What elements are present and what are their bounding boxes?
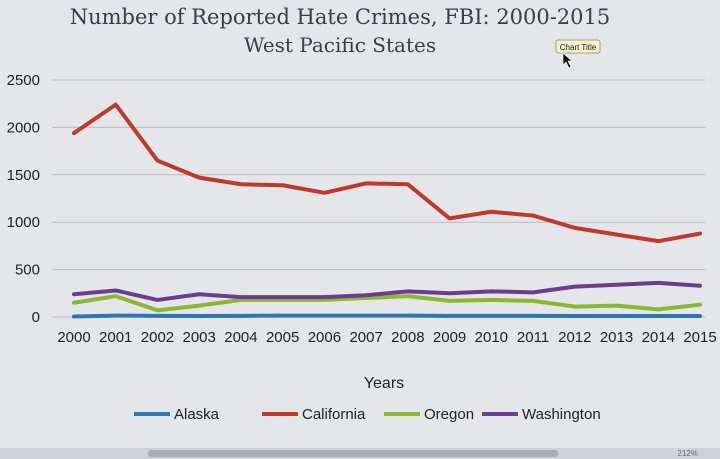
x-tick-label: 2005 bbox=[266, 329, 299, 346]
x-axis-ticks: 2000 2001 2002 2003 2004 2005 2006 2007 2008 2009… bbox=[57, 329, 716, 346]
legend: Alaska California Oregon Washington bbox=[134, 406, 601, 423]
y-tick-label: 1500 bbox=[7, 167, 40, 184]
legend-label: Oregon bbox=[424, 406, 474, 423]
tooltip-label: Chart Title bbox=[560, 43, 597, 52]
x-tick-label: 2006 bbox=[308, 329, 341, 346]
mouse-cursor-icon bbox=[562, 52, 573, 69]
x-tick-label: 2004 bbox=[224, 329, 257, 346]
y-tick-label: 2500 bbox=[7, 72, 40, 89]
gridlines bbox=[52, 79, 705, 318]
y-tick-label: 1000 bbox=[7, 214, 40, 231]
zoom-level: 212% bbox=[677, 449, 698, 458]
x-tick-label: 2009 bbox=[433, 329, 466, 346]
y-axis-ticks: 0 500 1000 1500 2000 2500 bbox=[7, 72, 40, 326]
y-tick-label: 500 bbox=[15, 262, 40, 279]
series-line-oregon bbox=[72, 294, 702, 313]
series-lines bbox=[72, 102, 702, 319]
x-tick-label: 2011 bbox=[517, 329, 549, 346]
scrollbar-thumb[interactable] bbox=[148, 450, 558, 457]
x-tick-label: 2013 bbox=[600, 329, 633, 346]
x-axis-title: Years bbox=[364, 375, 404, 392]
x-tick-label: 2000 bbox=[57, 329, 90, 346]
x-tick-label: 2015 bbox=[683, 329, 716, 346]
x-tick-label: 2012 bbox=[558, 329, 591, 346]
x-tick-label: 2008 bbox=[391, 329, 424, 346]
legend-label: Alaska bbox=[174, 406, 220, 423]
chart-title: Number of Reported Hate Crimes, FBI: 200… bbox=[70, 5, 611, 29]
x-tick-label: 2007 bbox=[349, 329, 382, 346]
chart-title-tooltip: Chart Title bbox=[555, 39, 601, 69]
y-tick-label: 2000 bbox=[7, 119, 40, 136]
x-tick-label: 2003 bbox=[183, 329, 216, 346]
x-tick-label: 2001 bbox=[99, 329, 132, 346]
series-line-california bbox=[72, 102, 702, 244]
tooltip-box bbox=[555, 39, 601, 54]
chart-subtitle: West Pacific States bbox=[244, 33, 436, 57]
legend-label: California bbox=[302, 406, 366, 423]
series-line-alaska bbox=[72, 313, 702, 319]
series-line-washington bbox=[72, 280, 702, 302]
x-tick-label: 2010 bbox=[475, 329, 508, 346]
legend-label: Washington bbox=[522, 406, 601, 423]
x-tick-label: 2002 bbox=[141, 329, 174, 346]
x-tick-label: 2014 bbox=[642, 329, 675, 346]
y-tick-label: 0 bbox=[32, 309, 40, 326]
